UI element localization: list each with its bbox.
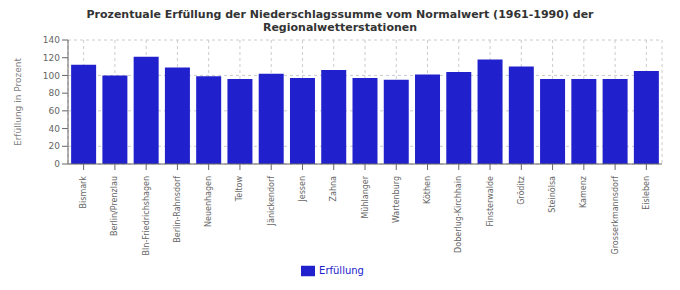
html-text:Erfüllung: Erfüllung bbox=[319, 265, 364, 276]
svg-text:Jänickendorf: Jänickendorf bbox=[267, 176, 276, 227]
svg-text:80: 80 bbox=[49, 88, 61, 98]
svg-text:60: 60 bbox=[49, 106, 61, 116]
svg-text:120: 120 bbox=[43, 53, 60, 63]
html-text:Prozentuale Erfüllung der Nied: Prozentuale Erfüllung der Niederschlagss… bbox=[86, 8, 594, 21]
svg-text:Zahna: Zahna bbox=[329, 176, 338, 202]
svg-text:Bln-Friedrichshagen: Bln-Friedrichshagen bbox=[142, 176, 151, 255]
svg-text:Bismark: Bismark bbox=[79, 176, 88, 209]
svg-text:140: 140 bbox=[43, 35, 60, 45]
svg-text:Gröditz: Gröditz bbox=[517, 176, 526, 205]
svg-text:100: 100 bbox=[43, 71, 60, 81]
svg-text:Steinölsa: Steinölsa bbox=[548, 176, 557, 213]
svg-text:20: 20 bbox=[49, 141, 61, 151]
svg-text:Neuenhagen: Neuenhagen bbox=[204, 176, 213, 227]
svg-text:Kamenz: Kamenz bbox=[579, 176, 588, 208]
svg-text:Doberlug-Kirchhain: Doberlug-Kirchhain bbox=[454, 176, 463, 253]
svg-text:0: 0 bbox=[54, 159, 60, 169]
svg-text:Erfüllung in Prozent: Erfüllung in Prozent bbox=[13, 57, 23, 146]
svg-text:Wartenburg: Wartenburg bbox=[392, 176, 401, 223]
html-text:Regionalwetterstationen: Regionalwetterstationen bbox=[262, 21, 418, 34]
svg-text:Jessen: Jessen bbox=[298, 176, 307, 203]
svg-text:Köthen: Köthen bbox=[423, 176, 432, 204]
svg-text:Berlin/Prenzlau: Berlin/Prenzlau bbox=[110, 176, 119, 236]
svg-text:Grosserkmannsdorf: Grosserkmannsdorf bbox=[611, 176, 620, 255]
svg-text:Eisleben: Eisleben bbox=[642, 176, 651, 210]
svg-text:40: 40 bbox=[49, 124, 61, 134]
svg-text:Finsterwalde: Finsterwalde bbox=[486, 176, 495, 227]
svg-text:Berlin-Rahnsdorf: Berlin-Rahnsdorf bbox=[173, 176, 182, 243]
svg-text:Teltow: Teltow bbox=[235, 176, 244, 203]
svg-text:Mühlanger: Mühlanger bbox=[361, 175, 370, 218]
